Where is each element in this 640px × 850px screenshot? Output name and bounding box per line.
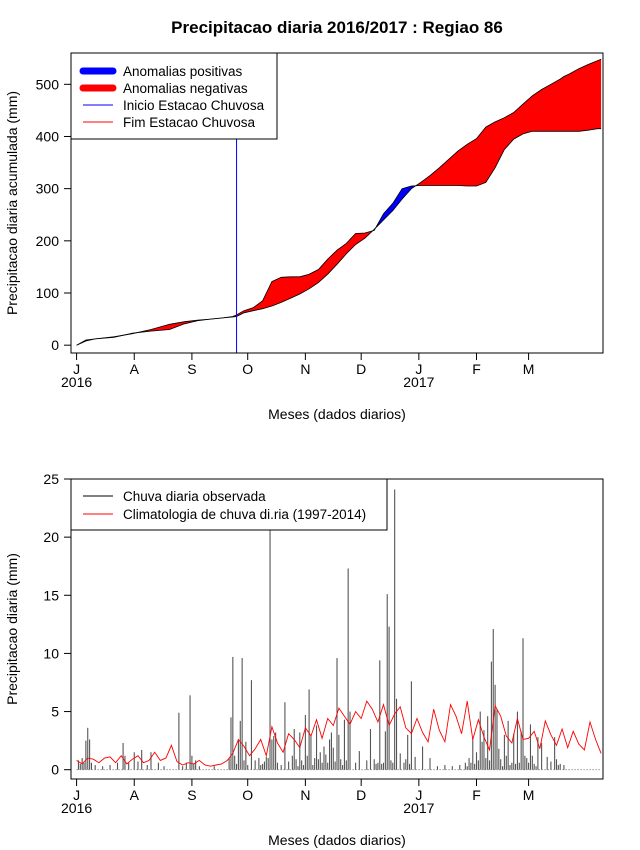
y-axis-label: Precipitacao diaria (mm) <box>4 553 20 705</box>
negative-anomaly-area <box>415 59 602 186</box>
legend-label-climatology: Climatologia de chuva di.ria (1997-2014) <box>123 507 366 522</box>
legend-label-positive: Anomalias positivas <box>123 64 243 79</box>
month-label: J <box>73 361 80 377</box>
month-label: F <box>472 787 481 803</box>
y-tick-label: 500 <box>36 76 60 92</box>
month-label: N <box>300 787 310 803</box>
month-label: S <box>187 787 196 803</box>
year-label: 2017 <box>403 800 434 816</box>
daily-bars <box>76 489 602 771</box>
accumulated-rainfall-panel: 0 100 200 300 400 500 J A S O N D J F M 2016 2017 Meses… <box>4 52 604 422</box>
y-axis: 0 5 10 15 20 25 <box>43 471 71 778</box>
x-axis: J A S O N D J F M 2016 2017 <box>61 779 534 816</box>
legend-label-start: Inicio Estacao Chuvosa <box>123 98 265 113</box>
month-label: M <box>523 787 535 803</box>
month-label: A <box>130 787 140 803</box>
month-label: N <box>300 361 310 377</box>
y-axis: 0 100 200 300 400 500 <box>36 76 71 353</box>
month-label: M <box>523 361 535 377</box>
y-tick-label: 10 <box>43 645 59 661</box>
legend-box <box>70 478 388 531</box>
y-tick-label: 200 <box>36 233 60 249</box>
observed-accumulated-line <box>76 128 602 346</box>
y-tick-label: 15 <box>43 587 59 603</box>
climatology-accumulated-line <box>76 58 602 346</box>
month-label: A <box>130 361 140 377</box>
month-label: O <box>242 787 253 803</box>
x-axis-label: Meses (dados diarios) <box>268 406 406 422</box>
y-tick-label: 400 <box>36 128 60 144</box>
legend-label-end: Fim Estacao Chuvosa <box>123 115 256 130</box>
month-label: D <box>356 787 366 803</box>
month-label: O <box>242 361 253 377</box>
daily-rainfall-panel: 0 5 10 15 20 25 J A S O N D J F M 2016 2017 Meses (dado… <box>4 471 604 848</box>
month-label: D <box>356 361 366 377</box>
year-label: 2016 <box>61 800 92 816</box>
y-tick-label: 100 <box>36 285 60 301</box>
plot-frame <box>70 52 604 354</box>
month-label: J <box>415 787 422 803</box>
legend: Anomalias positivas Anomalias negativas … <box>70 52 278 140</box>
y-tick-label: 25 <box>43 471 59 487</box>
chart-title: Precipitacao diaria 2016/2017 : Regiao 8… <box>171 18 503 37</box>
anomaly-areas <box>76 58 602 346</box>
y-tick-label: 0 <box>51 337 59 353</box>
y-tick-label: 5 <box>51 704 59 720</box>
legend: Chuva diaria observada Climatologia de c… <box>70 478 388 531</box>
legend-box <box>70 52 278 140</box>
y-tick-label: 20 <box>43 529 59 545</box>
legend-label-observed: Chuva diaria observada <box>123 489 266 504</box>
month-label: J <box>415 361 422 377</box>
y-axis-label: Precipitacao diaria acumulada (mm) <box>4 91 20 315</box>
y-tick-label: 0 <box>51 762 59 778</box>
month-label: F <box>472 361 481 377</box>
month-label: J <box>73 787 80 803</box>
month-label: S <box>187 361 196 377</box>
negative-anomaly-area <box>137 230 373 333</box>
y-tick-label: 300 <box>36 181 60 197</box>
legend-label-negative: Anomalias negativas <box>123 81 248 96</box>
x-axis: J A S O N D J F M 2016 2017 <box>61 353 534 390</box>
climatology-line <box>76 700 602 767</box>
year-label: 2017 <box>403 374 434 390</box>
x-axis-label: Meses (dados diarios) <box>268 832 406 848</box>
year-label: 2016 <box>61 374 92 390</box>
